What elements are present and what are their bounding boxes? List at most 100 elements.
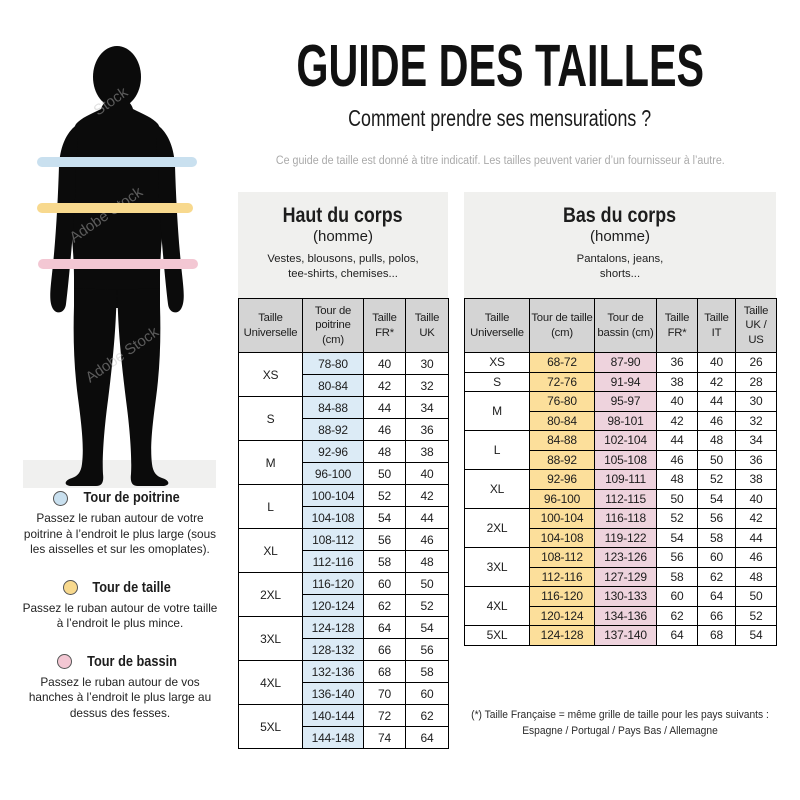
value-cell: 104-108 [529, 527, 595, 548]
value-cell: 134-136 [594, 605, 657, 626]
table-row: 4XL 132-136 68 58 [238, 660, 449, 705]
value-cell: 144-148 [302, 726, 364, 749]
value-cell: 68-72 [529, 352, 595, 373]
value-cell: 72-76 [529, 371, 595, 392]
table-row: XL 108-112 56 46 [238, 528, 449, 573]
value-cell: 52 [697, 469, 736, 490]
lower-body-gender: (homme) [589, 228, 650, 246]
legend-item-hips: Tour de bassin Passez le ruban autour de… [12, 654, 228, 722]
value-cell: 137-140 [594, 625, 657, 646]
table-row: 112-116 127-129 58 62 48 [465, 566, 777, 587]
size-cell: 4XL [238, 660, 303, 705]
value-cell: 42 [656, 410, 698, 431]
value-cell: 123-126 [594, 547, 657, 568]
table-row: M 92-96 48 38 [238, 440, 449, 485]
upper-body-size-table: Taille Universelle Tour de poitrine (cm) T… [238, 298, 449, 749]
column-header: Taille IT [697, 298, 736, 353]
body-measurement-figure: Stock Adobe Stock Adobe Stock [12, 38, 222, 490]
legend-label: Tour de taille [92, 579, 172, 596]
value-cell: 116-120 [302, 572, 364, 595]
value-cell: 92-96 [302, 440, 364, 463]
value-cell: 48 [656, 469, 698, 490]
size-cell: 2XL [464, 508, 530, 548]
value-cell: 58 [363, 550, 406, 573]
chest-band [37, 157, 197, 167]
value-cell: 50 [656, 488, 698, 509]
value-cell: 56 [363, 528, 406, 551]
value-cell: 46 [656, 449, 698, 470]
legend-heading: Tour de poitrine [12, 490, 228, 506]
value-cell: 120-124 [302, 594, 364, 617]
value-cell: 60 [405, 682, 449, 705]
value-cell: 34 [735, 430, 777, 451]
value-cell: 62 [363, 594, 406, 617]
value-cell: 64 [405, 726, 449, 749]
disclaimer-text: Ce guide de taille est donné à titre ind… [275, 155, 725, 168]
value-cell: 92-96 [529, 469, 595, 490]
legend-description: Passez le ruban autour de votre poitrine… [23, 511, 217, 557]
table-row: L 100-104 52 42 [238, 484, 449, 529]
value-cell: 44 [363, 396, 406, 419]
value-cell: 60 [656, 586, 698, 607]
size-cell: XS [238, 352, 303, 397]
table-row: 120-124 62 52 [239, 594, 449, 617]
value-cell: 112-116 [302, 550, 364, 573]
value-cell: 56 [697, 508, 736, 529]
legend-heading: Tour de taille [12, 580, 228, 596]
value-cell: 68 [697, 625, 736, 646]
value-cell: 120-124 [529, 605, 595, 626]
upper-body-gender: (homme) [312, 228, 373, 246]
header-row: Taille Universelle Tour de taille (cm) Tou… [464, 298, 777, 353]
size-cell: S [238, 396, 303, 441]
table-row: 144-148 74 64 [239, 726, 449, 749]
column-header: Tour de bassin (cm) [594, 298, 657, 353]
value-cell: 116-118 [594, 508, 657, 529]
value-cell: 42 [697, 371, 736, 392]
value-cell: 60 [697, 547, 736, 568]
table-row: 88-92 105-108 46 50 36 [465, 449, 777, 470]
table-row: 112-116 58 48 [239, 550, 449, 573]
column-header: Taille UK [405, 298, 449, 353]
value-cell: 46 [735, 547, 777, 568]
value-cell: 54 [735, 625, 777, 646]
table-row: M 76-80 95-97 40 44 30 [464, 391, 777, 431]
value-cell: 54 [405, 616, 449, 639]
column-header: Tour de poitrine (cm) [302, 298, 364, 353]
upper-body-title: Haut du corps [282, 204, 404, 227]
value-cell: 95-97 [594, 391, 657, 412]
value-cell: 42 [735, 508, 777, 529]
hips-band [38, 259, 198, 269]
value-cell: 66 [363, 638, 406, 661]
value-cell: 112-115 [594, 488, 657, 509]
value-cell: 58 [405, 660, 449, 683]
column-header: Taille UK / US [735, 298, 777, 353]
value-cell: 112-116 [529, 566, 595, 587]
table-row: 96-100 50 40 [239, 462, 449, 485]
size-cell: L [464, 430, 530, 470]
table-row: XS 78-80 40 30 [238, 352, 449, 397]
value-cell: 54 [656, 527, 698, 548]
value-cell: 46 [697, 410, 736, 431]
value-cell: 58 [697, 527, 736, 548]
value-cell: 140-144 [302, 704, 364, 727]
lower-body-panel: Bas du corps (homme) Pantalons, jeans, s… [464, 192, 776, 298]
size-cell: XS [464, 352, 530, 373]
value-cell: 70 [363, 682, 406, 705]
size-cell: XL [238, 528, 303, 573]
value-cell: 52 [656, 508, 698, 529]
value-cell: 32 [405, 374, 449, 397]
legend-item-waist: Tour de taille Passez le ruban autour de… [12, 580, 228, 632]
page-header: GUIDE DES TAILLES Comment prendre ses me… [205, 35, 795, 168]
value-cell: 96-100 [302, 462, 364, 485]
size-cell: M [464, 391, 530, 431]
table-row: 104-108 119-122 54 58 44 [465, 527, 777, 548]
lower-body-size-table: Taille Universelle Tour de taille (cm) Tou… [464, 298, 777, 646]
pedestal [23, 460, 216, 488]
lower-body-garments: Pantalons, jeans, shorts... [576, 253, 664, 280]
male-silhouette-illustration: Stock Adobe Stock Adobe Stock [23, 46, 216, 488]
value-cell: 128-132 [302, 638, 364, 661]
size-cell: XL [464, 469, 530, 509]
value-cell: 105-108 [594, 449, 657, 470]
size-cell: 3XL [238, 616, 303, 661]
